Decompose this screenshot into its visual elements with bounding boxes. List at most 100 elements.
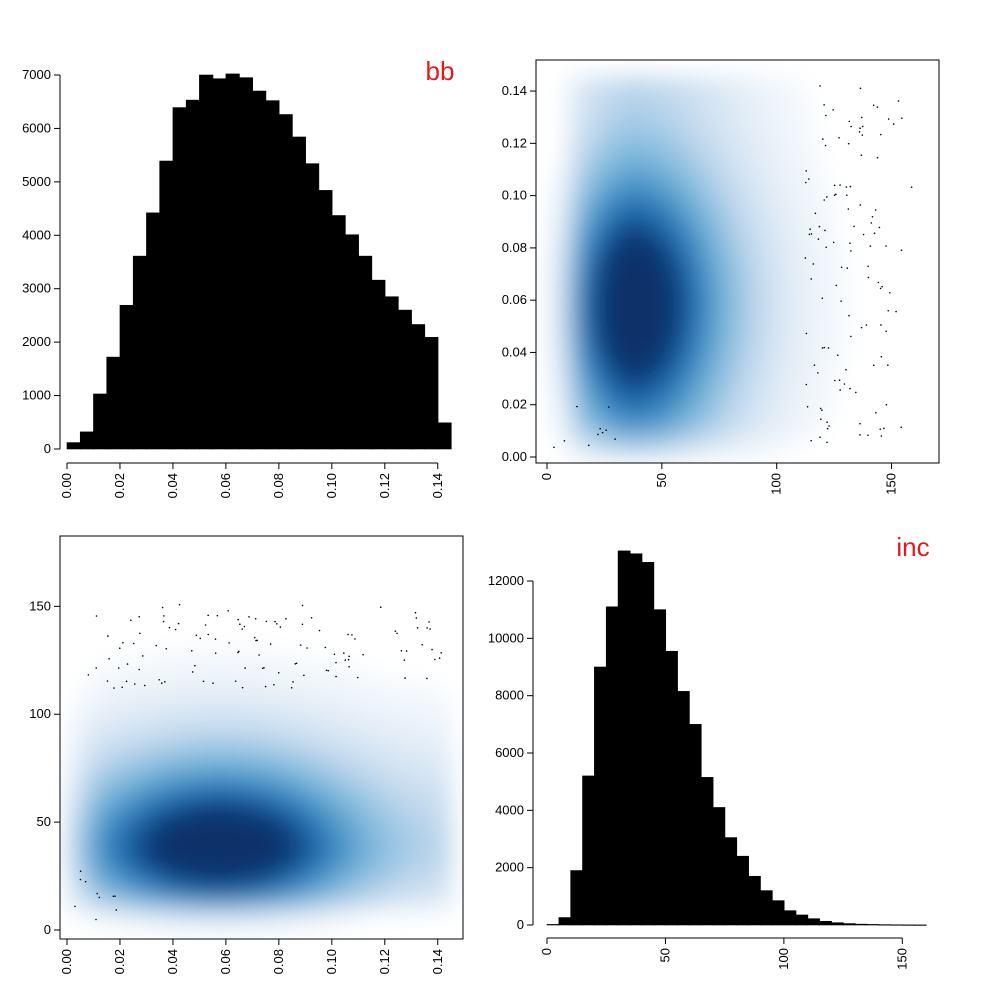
inc-vs-bb-density-cell bbox=[769, 110, 782, 124]
inc-vs-bb-density-cell bbox=[791, 289, 804, 302]
inc-histogram-bar bbox=[854, 923, 868, 926]
bb-vs-inc-density-cell bbox=[134, 751, 147, 763]
bb-vs-inc-density-cell bbox=[179, 751, 192, 763]
bb-vs-inc-density-cell bbox=[77, 908, 91, 921]
bb-vs-inc-density-cell bbox=[224, 657, 237, 669]
bb-vs-inc-outlier-point bbox=[177, 622, 180, 625]
bb-vs-inc-density-cell bbox=[213, 751, 226, 763]
bb-vs-inc-density-cell bbox=[122, 856, 136, 868]
bb-vs-inc-density-cell bbox=[247, 803, 260, 816]
bb-vs-inc-density-cell bbox=[427, 751, 441, 763]
bb-vs-inc-density-cell bbox=[303, 824, 316, 837]
inc-vs-bb-density-cell bbox=[669, 233, 682, 246]
bb-vs-inc-outlier-point bbox=[79, 870, 82, 873]
bb-vs-inc-outlier-point bbox=[253, 636, 256, 639]
bb-vs-inc-outlier-point bbox=[202, 680, 205, 683]
bb-vs-inc-density-cell bbox=[202, 866, 215, 879]
bb-vs-inc-density-cell bbox=[111, 856, 124, 868]
inc-vs-bb-density-cell bbox=[713, 423, 726, 436]
bb-vs-inc-density-cell bbox=[326, 667, 339, 680]
bb-vs-inc-density-cell bbox=[292, 919, 305, 931]
bb-vs-inc-density-cell bbox=[337, 720, 350, 732]
inc-vs-bb-density-cell bbox=[814, 322, 827, 335]
inc-vs-bb-density-cell bbox=[602, 177, 615, 190]
inc-vs-bb-density-cell bbox=[624, 411, 637, 425]
inc-vs-bb-density-cell bbox=[635, 110, 648, 124]
inc-vs-bb-density-cell bbox=[736, 211, 749, 224]
bb-vs-inc-density-cell bbox=[303, 667, 316, 680]
inc-vs-bb-density-cell bbox=[680, 445, 693, 458]
inc-vs-bb-density-cell bbox=[669, 434, 682, 447]
inc-vs-bb-density-cell bbox=[591, 188, 604, 202]
bb-vs-inc-density-cell bbox=[382, 856, 396, 868]
inc-vs-bb-density-cell bbox=[579, 255, 593, 268]
bb-vs-inc-density-cell bbox=[235, 646, 249, 659]
inc-vs-bb-density-cell bbox=[657, 367, 671, 380]
bb-vs-inc-density-cell bbox=[258, 688, 271, 701]
inc-vs-bb-density-cell bbox=[657, 155, 671, 168]
bb-vs-inc-density-cell bbox=[382, 887, 396, 900]
bb-vs-inc-density-cell bbox=[168, 824, 181, 837]
inc-vs-bb-density-cell bbox=[713, 411, 726, 425]
inc-vs-bb-density-cell bbox=[724, 345, 737, 358]
bb-vs-inc-density-cell bbox=[382, 772, 396, 784]
inc-vs-bb-density-cell bbox=[691, 144, 704, 157]
inc-vs-bb-density-cell bbox=[568, 345, 581, 358]
inc-vs-bb-density-cell bbox=[780, 278, 793, 291]
inc-vs-bb-density-cell bbox=[836, 333, 849, 347]
inc-vs-bb-outlier-point bbox=[821, 138, 824, 140]
bb-vs-inc-density-cell bbox=[348, 856, 362, 868]
bb-vs-inc-density-cell bbox=[247, 751, 260, 763]
bb-vs-inc-density-cell bbox=[314, 761, 328, 774]
bb-vs-inc-density-cell bbox=[348, 751, 362, 763]
inc-vs-bb-density-cell bbox=[769, 188, 782, 202]
bb-vs-inc-density-cell bbox=[224, 856, 237, 868]
bb-vs-inc-density-cell bbox=[303, 856, 316, 868]
inc-vs-bb-density-cell bbox=[624, 400, 637, 413]
bb-vs-inc-outlier-point bbox=[354, 638, 356, 640]
bb-vs-inc-density-cell bbox=[111, 741, 124, 753]
inc-vs-bb-density-cell bbox=[825, 345, 838, 358]
inc-vs-bb-density-cell bbox=[780, 122, 793, 135]
inc-vs-bb-outlier-point bbox=[870, 222, 873, 224]
bb-vs-inc-density-cell bbox=[179, 898, 192, 910]
inc-vs-bb-density-cell bbox=[691, 411, 704, 425]
bb-vs-inc-density-cell bbox=[269, 856, 283, 868]
inc-vs-bb-density-cell bbox=[713, 110, 726, 124]
inc-vs-bb-density-cell bbox=[802, 222, 816, 235]
bb-vs-inc-outlier-point bbox=[168, 626, 171, 629]
bb-vs-inc-density-cell bbox=[405, 782, 418, 795]
bb-vs-inc-density-cell bbox=[314, 667, 328, 680]
bb-vs-inc-density-cell bbox=[179, 782, 192, 795]
bb-vs-inc-density-cell bbox=[111, 908, 124, 921]
bb-vs-inc-density-cell bbox=[235, 678, 249, 690]
inc-vs-bb-density-cell bbox=[691, 133, 704, 146]
bb-vs-inc-density-cell bbox=[66, 803, 79, 816]
inc-vs-bb-density-cell bbox=[591, 77, 604, 90]
inc-vs-bb-density-cell bbox=[724, 122, 737, 135]
bb-vs-inc-density-cell bbox=[111, 898, 124, 910]
bb-vs-inc-density-cell bbox=[314, 730, 328, 743]
bb-vs-inc-density-cell bbox=[156, 835, 170, 847]
bb-histogram-x-tick-label: 0.02 bbox=[112, 473, 127, 498]
inc-vs-bb-density-cell bbox=[702, 133, 715, 146]
bb-vs-inc-density-cell bbox=[382, 803, 396, 816]
inc-vs-bb-density-cell bbox=[657, 345, 671, 358]
bb-vs-inc-density-cell bbox=[281, 751, 294, 763]
bb-vs-inc-density-cell bbox=[416, 803, 429, 816]
bb-vs-inc-density-cell bbox=[156, 688, 170, 701]
inc-vs-bb-outlier-point bbox=[819, 407, 822, 410]
inc-vs-bb-density-cell bbox=[657, 356, 671, 369]
inc-vs-bb-density-cell bbox=[825, 188, 838, 202]
bb-vs-inc-density-cell bbox=[235, 741, 249, 753]
bb-vs-inc-density-cell bbox=[134, 667, 147, 680]
inc-vs-bb-density-cell bbox=[635, 233, 648, 246]
bb-vs-inc-density-cell bbox=[190, 678, 204, 690]
bb-vs-inc-density-cell bbox=[145, 877, 158, 889]
inc-vs-bb-density-cell bbox=[724, 356, 737, 369]
inc-vs-bb-density-cell bbox=[791, 367, 804, 380]
bb-vs-inc-density-cell bbox=[168, 782, 181, 795]
inc-vs-bb-density-cell bbox=[680, 211, 693, 224]
inc-vs-bb-density-cell bbox=[769, 434, 782, 447]
